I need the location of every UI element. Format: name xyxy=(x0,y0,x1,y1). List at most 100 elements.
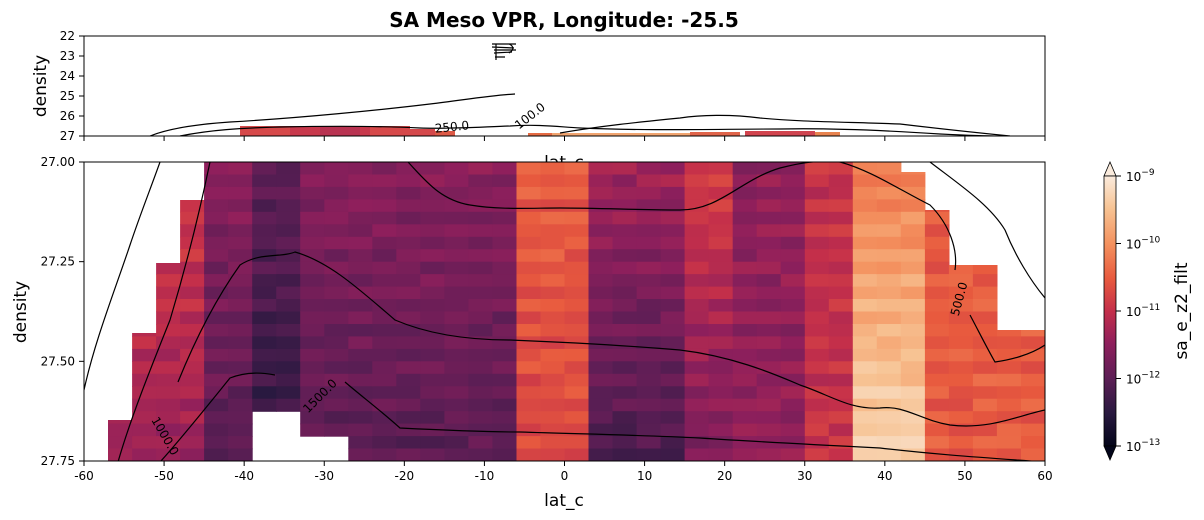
heatmap-cell xyxy=(276,162,301,176)
heatmap-cell xyxy=(996,348,1022,362)
heatmap-cell xyxy=(348,324,373,338)
heatmap-cell xyxy=(156,324,181,338)
heatmap-cell xyxy=(876,423,902,437)
heatmap-cell xyxy=(1021,423,1045,437)
heatmap-cell xyxy=(564,423,590,437)
heatmap-cell xyxy=(876,224,902,238)
heatmap-cell xyxy=(780,311,806,325)
heatmap-cell xyxy=(852,336,878,350)
heatmap-cell xyxy=(588,224,614,238)
colorbar-extend-top xyxy=(1103,160,1117,177)
heatmap-cell xyxy=(372,224,397,238)
heatmap-cell xyxy=(444,186,469,200)
heatmap-cell xyxy=(924,210,950,213)
heatmap-cell xyxy=(372,286,397,300)
heatmap-cell xyxy=(732,324,758,338)
heatmap-cell xyxy=(492,199,517,213)
heatmap-cell xyxy=(852,373,878,387)
heatmap-cell xyxy=(660,361,686,375)
heatmap-cell xyxy=(540,386,566,400)
contour-1000 xyxy=(177,251,1045,427)
heatmap-cell xyxy=(876,336,902,350)
x-tick-label: 10 xyxy=(637,469,652,483)
heatmap-cell xyxy=(420,286,445,300)
heatmap-cell xyxy=(204,249,229,263)
heatmap-cell xyxy=(612,186,638,200)
heatmap-cell xyxy=(900,211,926,225)
heatmap-cell xyxy=(852,236,878,250)
x-tick-label: 30 xyxy=(797,469,812,483)
heatmap-cell xyxy=(588,386,614,400)
top-axis-ticks: 22 23 24 25 26 27 xyxy=(60,29,84,143)
heatmap-cell xyxy=(828,373,854,387)
heatmap-cell xyxy=(756,361,782,375)
heatmap-cell xyxy=(684,436,710,450)
heatmap-cell xyxy=(660,448,686,461)
heatmap-cell xyxy=(636,324,662,338)
colorbar: 10−13 10−12 10−11 10−10 10−9 sa_e_z2_filt xyxy=(1103,160,1192,462)
heatmap-cell xyxy=(396,411,421,425)
heatmap-cell xyxy=(324,211,349,225)
heatmap-cell xyxy=(612,199,638,213)
heatmap-cell xyxy=(468,361,493,375)
heatmap-cell xyxy=(924,411,950,425)
heatmap-cell xyxy=(420,236,445,250)
heatmap-cell xyxy=(924,386,950,400)
heatmap-cell xyxy=(372,199,397,213)
heatmap-cell xyxy=(708,436,734,450)
heatmap-cell xyxy=(636,199,662,213)
heatmap-cell xyxy=(972,361,998,375)
heatmap-cell xyxy=(396,324,421,338)
heatmap-cell xyxy=(444,286,469,300)
heatmap-cell xyxy=(852,199,878,213)
top-y-tick-label: 25 xyxy=(60,89,75,103)
heatmap-cell xyxy=(828,361,854,375)
heatmap-cell xyxy=(732,448,758,461)
heatmap-cell xyxy=(420,186,445,200)
heatmap-cell xyxy=(252,324,277,338)
heatmap-cell xyxy=(492,324,517,338)
heatmap-cell xyxy=(732,398,758,412)
heatmap-cell xyxy=(252,286,277,300)
heatmap-cell xyxy=(828,386,854,400)
heatmap-cell xyxy=(636,249,662,263)
heatmap-cell xyxy=(372,373,397,387)
heatmap-cell xyxy=(900,261,926,275)
heatmap-cell xyxy=(828,336,854,350)
heatmap-cell xyxy=(420,373,445,387)
heatmap-cell xyxy=(276,311,301,325)
heatmap-cell xyxy=(684,211,710,225)
heatmap-cell xyxy=(612,224,638,238)
heatmap-cell xyxy=(444,261,469,275)
x-tick-label: -10 xyxy=(475,469,495,483)
heatmap-cell xyxy=(228,411,253,425)
heatmap-cell xyxy=(924,348,950,362)
heatmap-cell xyxy=(996,398,1022,412)
heatmap-cell xyxy=(276,249,301,263)
heatmap-cell xyxy=(660,348,686,362)
heatmap-cell xyxy=(300,336,325,350)
heatmap-cell xyxy=(708,311,734,325)
heatmap-cell xyxy=(396,436,421,450)
heatmap-cell xyxy=(708,261,734,275)
heatmap-cell xyxy=(180,386,205,400)
heatmap-cell xyxy=(708,162,734,176)
heatmap-cell xyxy=(948,348,974,362)
heatmap-cell xyxy=(540,174,566,188)
heatmap-cell xyxy=(324,236,349,250)
heatmap-cell xyxy=(516,398,542,412)
heatmap-cell xyxy=(852,436,878,450)
top-contour-outer xyxy=(149,93,516,136)
heatmap-cell xyxy=(684,411,710,425)
heatmap-cell xyxy=(804,436,830,450)
x-tick-label: 60 xyxy=(1037,469,1052,483)
heatmap-cell xyxy=(684,423,710,437)
heatmap-cell xyxy=(900,386,926,400)
heatmap-cell xyxy=(492,174,517,188)
colorbar-ticks: 10−13 10−12 10−11 10−10 10−9 xyxy=(1116,168,1161,454)
heatmap-cell xyxy=(660,174,686,188)
heatmap-cell xyxy=(708,373,734,387)
heatmap-cell xyxy=(732,336,758,350)
heatmap-cell xyxy=(780,324,806,338)
top-contours xyxy=(149,43,1011,136)
